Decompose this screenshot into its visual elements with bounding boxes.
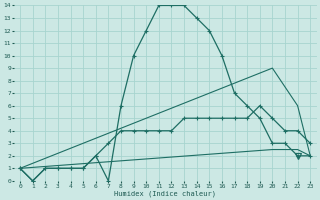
- X-axis label: Humidex (Indice chaleur): Humidex (Indice chaleur): [114, 190, 216, 197]
